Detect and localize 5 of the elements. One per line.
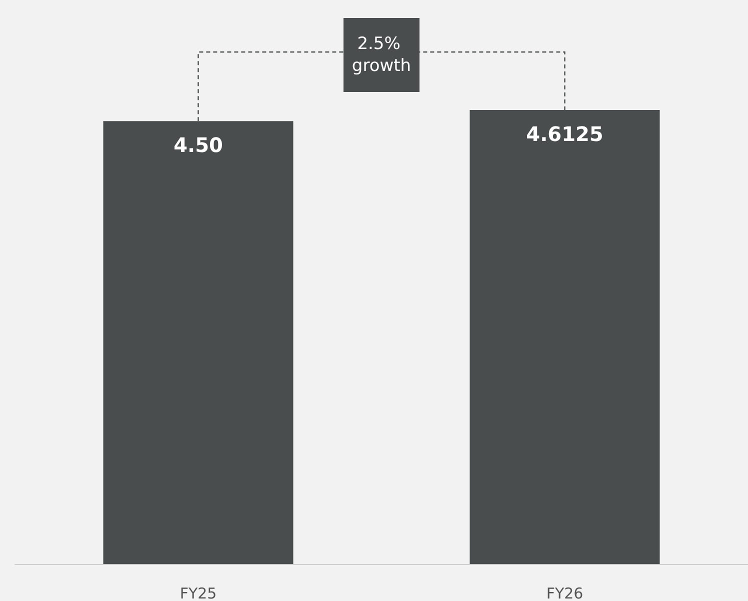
data-label: 4.50 — [174, 133, 223, 158]
x-tick-label: FY25 — [180, 584, 217, 601]
text: 2.5% growth — [352, 34, 412, 76]
x-tick-label: FY26 — [546, 584, 584, 601]
data-label: 4.6125 — [526, 122, 604, 146]
